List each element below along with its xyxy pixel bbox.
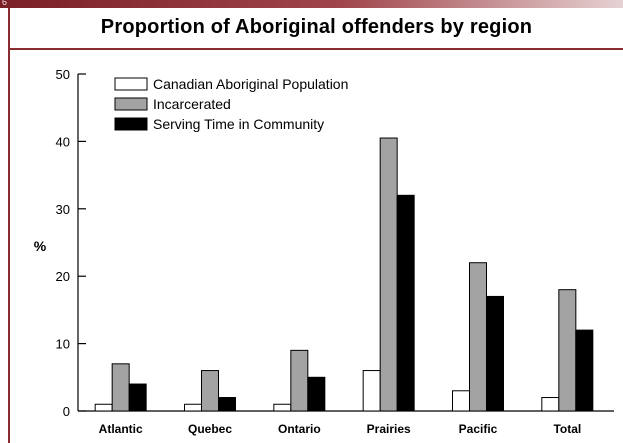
y-tick-label: 0: [63, 404, 70, 419]
y-tick-label: 20: [56, 269, 70, 284]
bar: [128, 383, 147, 412]
legend-label: Canadian Aboriginal Population: [153, 76, 348, 92]
x-category-label: Quebec: [188, 422, 232, 436]
x-category-label: Total: [553, 422, 581, 436]
bar: [94, 403, 113, 412]
page-number: 6: [2, 0, 8, 7]
bar: [469, 262, 487, 412]
bars: [94, 137, 594, 412]
y-axis-label: %: [34, 238, 47, 254]
top-band: 6: [0, 0, 623, 8]
bar: [541, 397, 560, 412]
x-category-label: Prairies: [367, 422, 411, 436]
left-accent-rule: [8, 8, 10, 443]
x-category-label: Pacific: [459, 422, 498, 436]
axes: 0 10 20 30 40 50% Atlantic Quebec Ontario Prairie…: [34, 67, 614, 436]
legend-label: Incarcerated: [153, 96, 231, 112]
bar: [184, 403, 202, 412]
y-tick-label: 40: [56, 134, 70, 149]
bar: [307, 376, 326, 412]
bar: [201, 370, 219, 412]
legend-swatch: [114, 77, 148, 91]
bar: [111, 363, 130, 412]
legend: Canadian Aboriginal Population Incarcerat…: [114, 76, 348, 132]
bar: [290, 349, 309, 412]
y-tick-label: 30: [56, 202, 70, 217]
y-tick-label: 50: [56, 67, 70, 82]
legend-swatch: [114, 97, 148, 111]
legend-swatch: [114, 117, 148, 131]
bar: [273, 403, 292, 412]
bar: [379, 137, 398, 412]
x-category-label: Atlantic: [99, 422, 143, 436]
bar: [362, 370, 381, 412]
bar: [396, 194, 415, 412]
bar: [486, 295, 504, 412]
bar: [218, 397, 236, 412]
chart-title: Proportion of Aboriginal offenders by re…: [100, 16, 533, 38]
y-tick-label: 10: [56, 337, 70, 352]
x-category-label: Ontario: [278, 422, 321, 436]
legend-label: Serving Time in Community: [153, 116, 324, 132]
bar: [452, 390, 470, 412]
bar: [575, 329, 594, 412]
bar: [558, 289, 577, 412]
title-rule: [10, 48, 623, 50]
